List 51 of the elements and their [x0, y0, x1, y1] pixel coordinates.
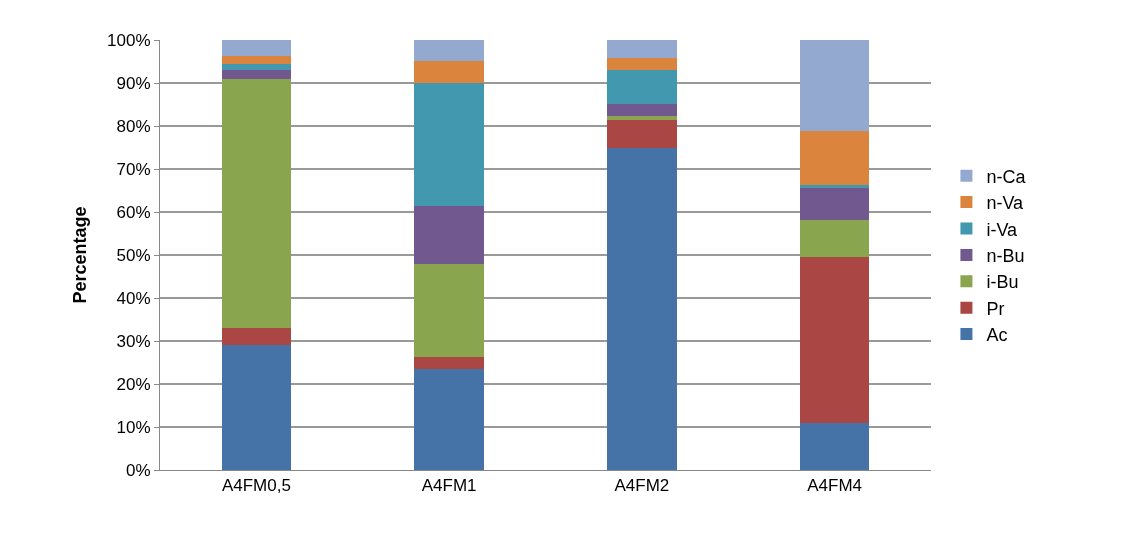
- bar: [414, 356, 484, 369]
- legend-label: n-Bu: [986, 245, 1025, 266]
- y-tick-label: 30%: [116, 331, 151, 351]
- y-axis-title: Percentage: [70, 206, 91, 304]
- bar: [221, 70, 292, 79]
- x-tick-label: A4FM0,5: [221, 476, 291, 496]
- bar: [799, 422, 870, 470]
- bar: [799, 131, 870, 186]
- y-tick-label: 0%: [126, 460, 151, 480]
- bar: [414, 60, 484, 83]
- bar: [221, 78, 292, 329]
- bar: [607, 58, 677, 71]
- y-tick-label: 40%: [116, 288, 151, 308]
- legend-label: i-Va: [986, 219, 1019, 240]
- bar: [221, 345, 292, 470]
- bar: [607, 119, 677, 148]
- legend-label: i-Bu: [986, 272, 1019, 293]
- bar: [414, 368, 484, 470]
- y-tick-label: 50%: [116, 245, 151, 265]
- bar: [221, 63, 292, 71]
- y-tick-label: 20%: [116, 374, 151, 394]
- legend-label: Ac: [986, 325, 1008, 346]
- bar: [799, 185, 870, 188]
- bar: [607, 70, 677, 104]
- y-tick-label: 80%: [116, 116, 151, 136]
- bar: [799, 256, 870, 423]
- x-tick-label: A4FM4: [807, 476, 863, 496]
- bar: [414, 206, 484, 264]
- bar: [607, 116, 677, 120]
- bar: [221, 328, 292, 346]
- legend-label: n-Ca: [986, 166, 1027, 187]
- bar: [799, 40, 870, 132]
- y-tick-label: 90%: [116, 73, 151, 93]
- bar: [607, 40, 677, 59]
- bar: [221, 55, 292, 64]
- bar: [607, 103, 677, 117]
- x-tick-label: A4FM2: [614, 476, 670, 496]
- y-tick-label: 70%: [116, 159, 151, 179]
- bar: [799, 187, 870, 221]
- bar: [607, 147, 677, 470]
- bar: [221, 40, 292, 56]
- bar: [414, 263, 484, 357]
- bar: [799, 220, 870, 257]
- legend-label: n-Va: [986, 193, 1025, 214]
- y-tick-label: 60%: [116, 202, 151, 222]
- legend-label: Pr: [986, 298, 1005, 319]
- bar: [414, 40, 484, 61]
- y-tick-label: 100%: [107, 30, 151, 50]
- x-tick-label: A4FM1: [421, 476, 477, 496]
- y-tick-label: 10%: [116, 417, 151, 437]
- bar: [414, 83, 484, 207]
